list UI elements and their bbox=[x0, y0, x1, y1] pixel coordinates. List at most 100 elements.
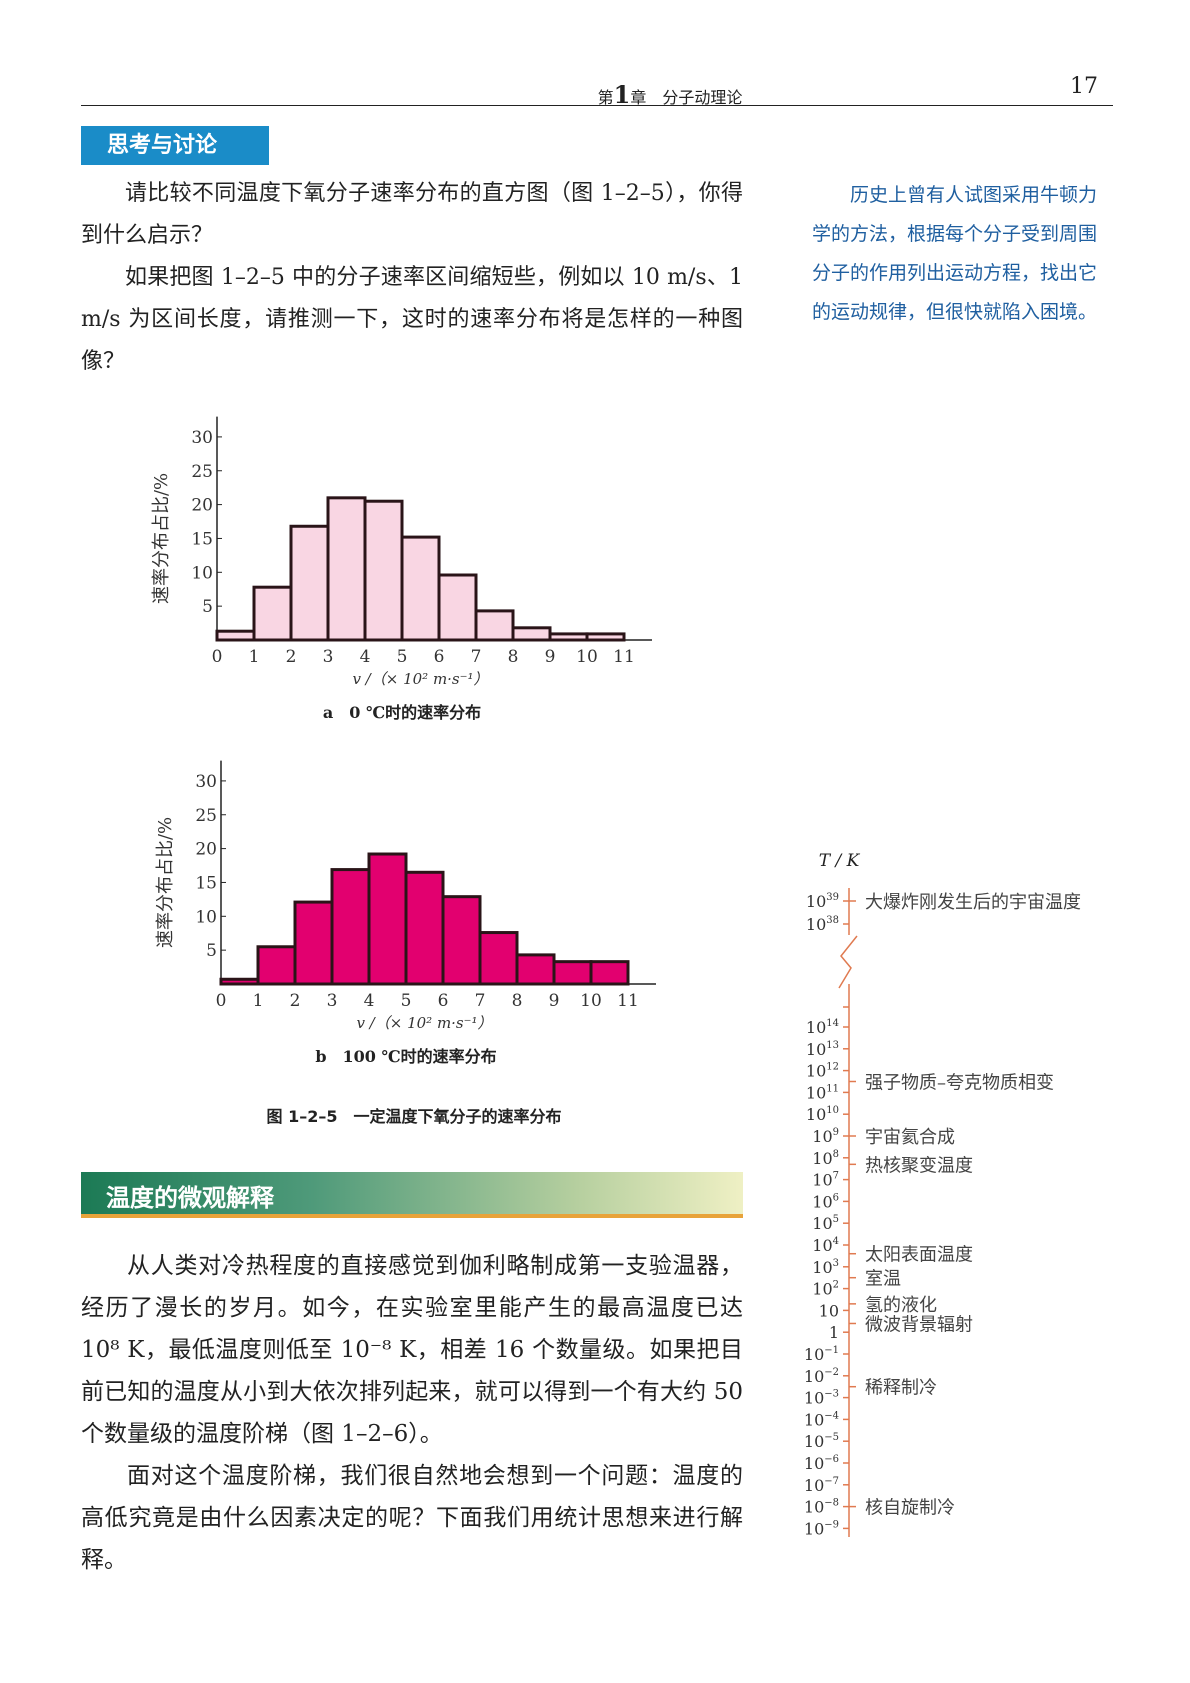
temperature-ladder: T / K10391038101410131012101110101091081… bbox=[804, 851, 1081, 1538]
y-tick-label: 10 bbox=[191, 563, 213, 583]
bar bbox=[548, 632, 589, 642]
y-axis-label: 速率分布占比/% bbox=[155, 817, 176, 948]
bar bbox=[256, 945, 297, 986]
y-tick-label: 20 bbox=[195, 840, 217, 860]
exponent: −6 bbox=[824, 1454, 839, 1465]
bar bbox=[363, 499, 404, 642]
bar bbox=[289, 524, 330, 642]
tick-label: 1039 bbox=[806, 892, 839, 911]
x-tick-label: 5 bbox=[397, 647, 408, 667]
bar bbox=[478, 931, 519, 986]
exponent: 4 bbox=[833, 1236, 839, 1247]
tick-label: 10−2 bbox=[804, 1367, 839, 1386]
tick-label: 10−3 bbox=[804, 1389, 839, 1408]
tick-label: 10−8 bbox=[804, 1498, 839, 1517]
tick-label: 10−7 bbox=[804, 1476, 839, 1495]
event-label: 微波背景辐射 bbox=[865, 1314, 973, 1335]
bar bbox=[437, 573, 478, 642]
event-label: 宇宙氦合成 bbox=[865, 1127, 955, 1148]
x-axis-label: v /（× 10² m·s⁻¹） bbox=[356, 1014, 492, 1032]
axis-label: T / K bbox=[819, 851, 861, 871]
x-tick-label: 0 bbox=[212, 647, 223, 667]
event-label: 氢的液化 bbox=[865, 1295, 937, 1316]
chart-caption: b 100 ℃时的速率分布 bbox=[315, 1047, 496, 1066]
exponent: 38 bbox=[826, 915, 839, 926]
bar bbox=[515, 953, 556, 986]
bar bbox=[511, 626, 552, 642]
exponent: 14 bbox=[826, 1018, 839, 1029]
tick-label: 10−1 bbox=[804, 1345, 839, 1364]
event-label: 稀释制冷 bbox=[865, 1378, 937, 1399]
exponent: −5 bbox=[824, 1432, 839, 1443]
x-tick-label: 11 bbox=[617, 991, 639, 1011]
y-tick-label: 25 bbox=[195, 806, 217, 826]
bar bbox=[330, 868, 371, 986]
event-label: 大爆炸刚发生后的宇宙温度 bbox=[865, 892, 1081, 913]
event-label: 太阳表面温度 bbox=[865, 1245, 973, 1266]
axis-break-zigzag bbox=[838, 935, 858, 989]
exponent: −1 bbox=[824, 1345, 839, 1356]
x-tick-label: 4 bbox=[360, 647, 371, 667]
tick-label: 105 bbox=[812, 1214, 839, 1233]
bar bbox=[589, 960, 630, 986]
tick-label: 1014 bbox=[806, 1018, 839, 1037]
tick-label: 10−4 bbox=[804, 1410, 839, 1429]
tick-label: 108 bbox=[812, 1149, 839, 1168]
x-tick-label: 8 bbox=[512, 991, 523, 1011]
x-tick-label: 7 bbox=[475, 991, 486, 1011]
y-tick-label: 20 bbox=[191, 496, 213, 516]
figure-1-2-5-caption: 图 1–2–5 一定温度下氧分子的速率分布 bbox=[266, 1107, 562, 1126]
x-tick-label: 1 bbox=[249, 647, 260, 667]
running-header: 第1章 分子动理论 bbox=[560, 80, 780, 109]
tick-label: 10−5 bbox=[804, 1432, 839, 1451]
y-tick-label: 30 bbox=[195, 772, 217, 792]
bar bbox=[552, 960, 593, 986]
exponent: −3 bbox=[824, 1389, 839, 1400]
bar bbox=[293, 900, 334, 986]
x-tick-label: 10 bbox=[576, 647, 598, 667]
histogram-100C: 5 10 15 20 25 30 0 1 2 3 4 5 6 7 8 9 10 11 v /（× 10² m·s⁻¹… bbox=[155, 760, 656, 1066]
chapter-prefix: 第 bbox=[597, 88, 614, 107]
think-discuss-heading: 思考与讨论 bbox=[81, 126, 269, 165]
tick-label: 109 bbox=[812, 1127, 839, 1146]
section-banner bbox=[81, 1172, 743, 1218]
y-tick-label: 25 bbox=[191, 462, 213, 482]
x-tick-label: 6 bbox=[434, 647, 445, 667]
x-tick-label: 9 bbox=[545, 647, 556, 667]
tick-label: 10−6 bbox=[804, 1454, 839, 1473]
exponent: 13 bbox=[826, 1040, 839, 1051]
paragraph: 请比较不同温度下氧分子速率分布的直方图（图 1–2–5），你得到什么启示？ bbox=[81, 181, 743, 248]
section-title: 温度的微观解释 bbox=[106, 1184, 274, 1212]
x-tick-label: 1 bbox=[253, 991, 264, 1011]
x-axis-label: v /（× 10² m·s⁻¹） bbox=[352, 670, 488, 688]
bar bbox=[400, 535, 441, 642]
bar bbox=[326, 496, 367, 642]
x-tick-label: 7 bbox=[471, 647, 482, 667]
chapter-suffix: 章 bbox=[630, 88, 647, 107]
event-label: 核自旋制冷 bbox=[865, 1498, 955, 1519]
paragraph: 面对这个温度阶梯，我们很自然地会想到一个问题：温度的高低究竟是由什么因素决定的呢… bbox=[81, 1463, 743, 1573]
exponent: 10 bbox=[826, 1105, 839, 1116]
exponent: 12 bbox=[826, 1062, 839, 1073]
exponent: 3 bbox=[833, 1258, 839, 1269]
x-tick-label: 2 bbox=[286, 647, 297, 667]
x-tick-label: 5 bbox=[401, 991, 412, 1011]
paragraph: 从人类对冷热程度的直接感觉到伽利略制成第一支验温器，经历了漫长的岁月。如今，在实… bbox=[81, 1253, 743, 1447]
bar bbox=[215, 629, 256, 642]
bar bbox=[585, 632, 626, 642]
x-tick-label: 4 bbox=[364, 991, 375, 1011]
section-body: 从人类对冷热程度的直接感觉到伽利略制成第一支验温器，经历了漫长的岁月。如今，在实… bbox=[81, 1245, 743, 1581]
x-tick-label: 10 bbox=[580, 991, 602, 1011]
bar bbox=[367, 852, 408, 986]
x-tick-label: 0 bbox=[216, 991, 227, 1011]
exponent: −9 bbox=[824, 1519, 839, 1530]
tick-label: 1013 bbox=[806, 1040, 839, 1059]
x-tick-label: 3 bbox=[323, 647, 334, 667]
x-tick-label: 6 bbox=[438, 991, 449, 1011]
think-paragraphs: 请比较不同温度下氧分子速率分布的直方图（图 1–2–5），你得到什么启示？ 如果… bbox=[81, 173, 743, 383]
chart-caption: a 0 ℃时的速率分布 bbox=[323, 703, 481, 722]
exponent: 8 bbox=[833, 1149, 839, 1160]
tick-label: 102 bbox=[812, 1280, 839, 1299]
y-tick-label: 5 bbox=[202, 597, 213, 617]
